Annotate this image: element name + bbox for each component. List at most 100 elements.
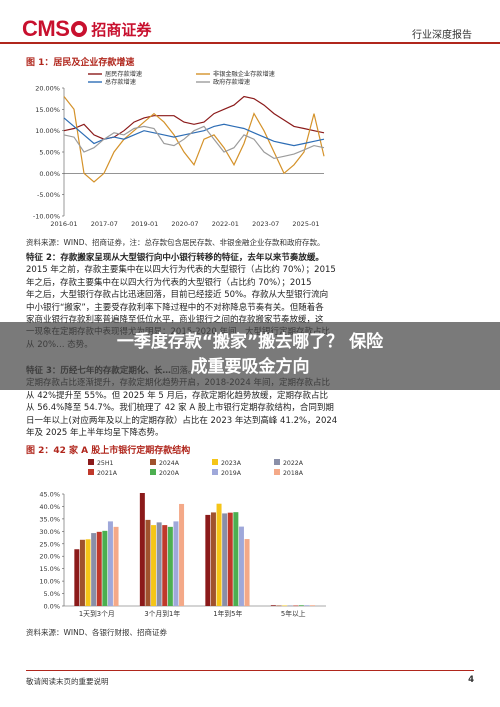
y-tick-label: -5.00% <box>37 191 60 199</box>
y-tick-label: -10.00% <box>33 213 60 221</box>
legend-label: 政府存款增速 <box>213 78 250 86</box>
logo-badge-icon <box>71 21 88 37</box>
x-tick-label: 1年到5年 <box>213 609 242 618</box>
legend-swatch <box>274 469 280 475</box>
bar <box>210 512 216 606</box>
bar <box>167 526 173 606</box>
body-line: 家商业银行存款利率普遍降至低位水平，商业银行之间的存款搬家节奏放缓，这 <box>26 314 338 326</box>
x-tick-label: 2019-01 <box>131 220 158 228</box>
series-line <box>63 117 325 147</box>
series-line <box>63 125 325 160</box>
y-tick-label: 10.0% <box>39 578 60 586</box>
bar <box>244 539 250 606</box>
y-tick-label: 25.0% <box>39 540 60 548</box>
legend-label: 2019A <box>221 470 242 477</box>
bar <box>102 530 108 606</box>
bar <box>113 526 119 606</box>
body-line: 从 42%提升至 55%。但 2025 年 5 月后，存款定期化趋势放缓，定期存… <box>26 390 338 402</box>
logo-text: CMS <box>22 16 70 41</box>
body-line: 中小银行“搬家”，主要受存款利率下降过程中的不对称降息节奏有关。但随着各 <box>26 302 338 314</box>
body-line-text: 年之后，存款主要集中在以四大行为代表的大型银行（占比约 70%）；2015 <box>26 277 312 288</box>
legend-swatch <box>212 459 218 465</box>
bar <box>79 539 85 606</box>
bar <box>293 605 299 607</box>
legend-label: 2024A <box>159 460 180 467</box>
bar <box>139 493 145 606</box>
x-tick-label: 2022-01 <box>212 220 239 228</box>
body-line-text: 家商业银行存款利率普遍降至低位水平，商业银行之间的存款搬家节奏放缓，这 <box>26 315 324 326</box>
x-tick-label: 5年以上 <box>281 609 306 618</box>
body-line-emphasis: 特征 2：存款搬家呈现从大型银行向中小银行转移的特征，去年以来节奏放缓。 <box>26 253 324 263</box>
logo: CMS 招商证券 <box>22 16 151 42</box>
y-tick-label: 5.00% <box>39 149 60 157</box>
x-tick-label: 2023-07 <box>252 220 279 228</box>
bar <box>156 522 162 606</box>
bar <box>96 531 102 606</box>
legend-label: 居民存款增速 <box>105 70 142 78</box>
legend-label: 25H1 <box>97 460 114 467</box>
bar <box>287 605 293 607</box>
legend-label: 2020A <box>159 470 180 477</box>
legend-swatch <box>274 459 280 465</box>
x-tick-label: 1天到3个月 <box>79 610 115 618</box>
bar <box>227 512 233 606</box>
y-tick-label: 0.00% <box>39 170 60 178</box>
x-tick-label: 2017-07 <box>91 220 118 228</box>
bar <box>270 605 276 606</box>
figure1-title: 图 1：居民及企业存款增速 <box>26 58 135 68</box>
body-line: 日一年以上(对应两年及以上的定期存款）占比在 2023 年达到高峰 41.2%，… <box>26 415 338 427</box>
y-tick-label: 20.00% <box>35 85 60 93</box>
body-line-text: 中小银行“搬家”，主要受存款利率下降过程中的不对称降息节奏有关。但随着各 <box>26 302 324 313</box>
bar <box>310 605 316 606</box>
legend-label: 2022A <box>283 460 304 467</box>
legend-swatch <box>88 459 94 465</box>
y-tick-label: 15.0% <box>39 565 60 573</box>
bar <box>85 539 91 606</box>
bar <box>298 605 304 606</box>
legend-swatch <box>212 469 218 475</box>
body-line: 年及 2025 年上半年均呈下降态势。 <box>26 427 338 439</box>
bar <box>145 519 151 606</box>
y-tick-label: 15.00% <box>35 106 60 114</box>
legend-label: 非银金融企业存款增速 <box>213 70 275 78</box>
bar <box>173 521 179 606</box>
x-tick-label: 3个月到1年 <box>144 609 180 618</box>
body-line-text: 年之后，大型银行存款占比迅速回落，目前已经接近 50%。存款从大型银行流向 <box>26 290 329 301</box>
bar <box>238 526 244 606</box>
body-line: 年之后，存款主要集中在以四大行为代表的大型银行（占比约 70%）；2015 <box>26 277 338 289</box>
legend-label: 2021A <box>97 470 118 477</box>
x-tick-label: 2020-07 <box>171 220 198 228</box>
body-line-text: 从 56.4%降至 54.7%。我们梳理了 42 家 A 股上市银行定期存款结构… <box>26 403 334 414</box>
y-tick-label: 30.0% <box>39 528 60 536</box>
legend-swatch <box>150 459 156 465</box>
body-line: 从 56.4%降至 54.7%。我们梳理了 42 家 A 股上市银行定期存款结构… <box>26 402 338 414</box>
bar <box>304 605 310 606</box>
headline-overlay <box>0 322 500 390</box>
figure2-source: 资料来源：WIND、各银行财报、招商证券 <box>26 628 168 637</box>
body-line: 2015 年之前，存款主要集中在以四大行为代表的大型银行（占比约 70%）；20… <box>26 264 338 276</box>
legend-label: 2023A <box>221 460 242 467</box>
legend-label: 总存款增速 <box>105 78 136 86</box>
bar <box>205 514 211 606</box>
term-deposit-structure-bar-chart: 0.0% 5.0% 10.0% 15.0% 20.0% 25.0% 30.0% 35.0% 40… <box>39 459 326 618</box>
bar <box>282 605 288 607</box>
y-tick-label: 20.0% <box>39 553 60 561</box>
body-line-text: 日一年以上(对应两年及以上的定期存款）占比在 2023 年达到高峰 41.2%，… <box>26 415 338 426</box>
bar <box>107 521 113 606</box>
y-tick-label: 40.0% <box>39 503 60 511</box>
y-tick-label: 35.0% <box>39 515 60 523</box>
logo-cn-text: 招商证券 <box>91 20 152 39</box>
legend-label: 2018A <box>283 470 304 477</box>
bar <box>179 503 185 606</box>
body-line-text: 年及 2025 年上半年均呈下降态势。 <box>26 428 164 439</box>
y-tick-label: 45.0% <box>39 491 60 499</box>
bar <box>276 605 282 607</box>
body-line-text: 2015 年之前，存款主要集中在以四大行为代表的大型银行（占比约 70%）；20… <box>26 265 336 276</box>
x-tick-label: 2016-01 <box>50 220 77 228</box>
figure2-title: 图 2：42 家 A 股上市银行定期存款结构 <box>26 446 191 456</box>
footer-note: 敬请阅读末页的重要说明 <box>26 677 109 686</box>
figure1-source: 资料来源：WIND、招商证券，注：总存款包含居民存款、非银金融企业存款和政府存款… <box>26 238 325 247</box>
legend-swatch <box>88 469 94 475</box>
bar <box>151 525 157 606</box>
headline-line-2: 成重要吸金方向 <box>190 357 310 377</box>
